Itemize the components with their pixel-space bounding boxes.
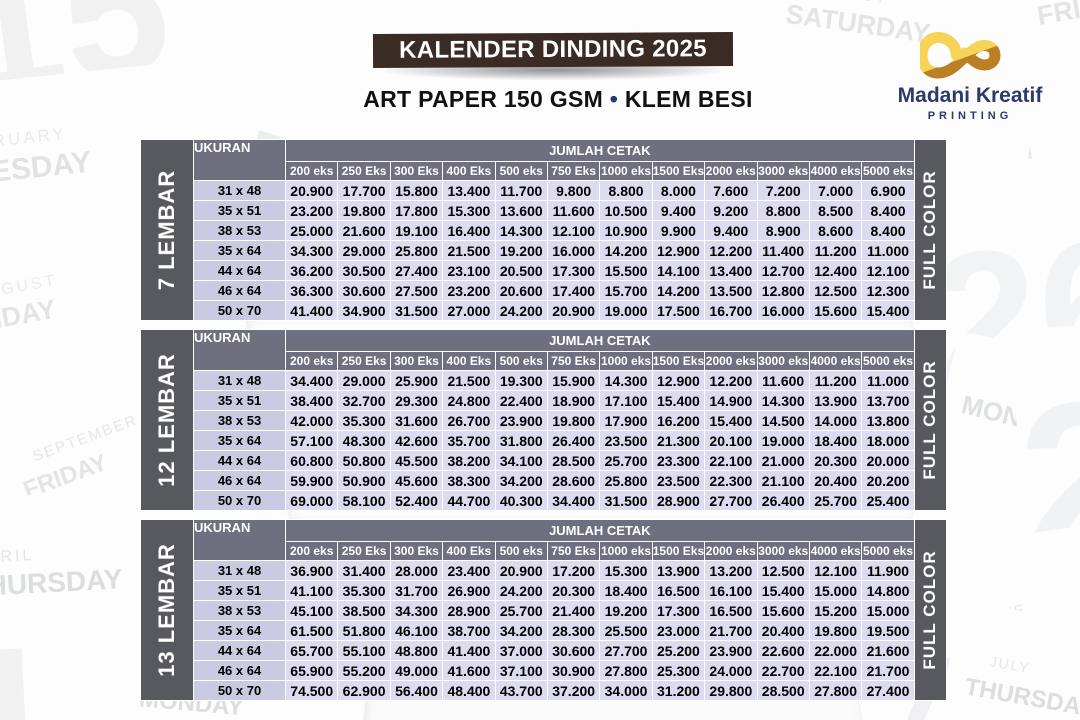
svg-text:APRIL: APRIL xyxy=(0,547,35,567)
